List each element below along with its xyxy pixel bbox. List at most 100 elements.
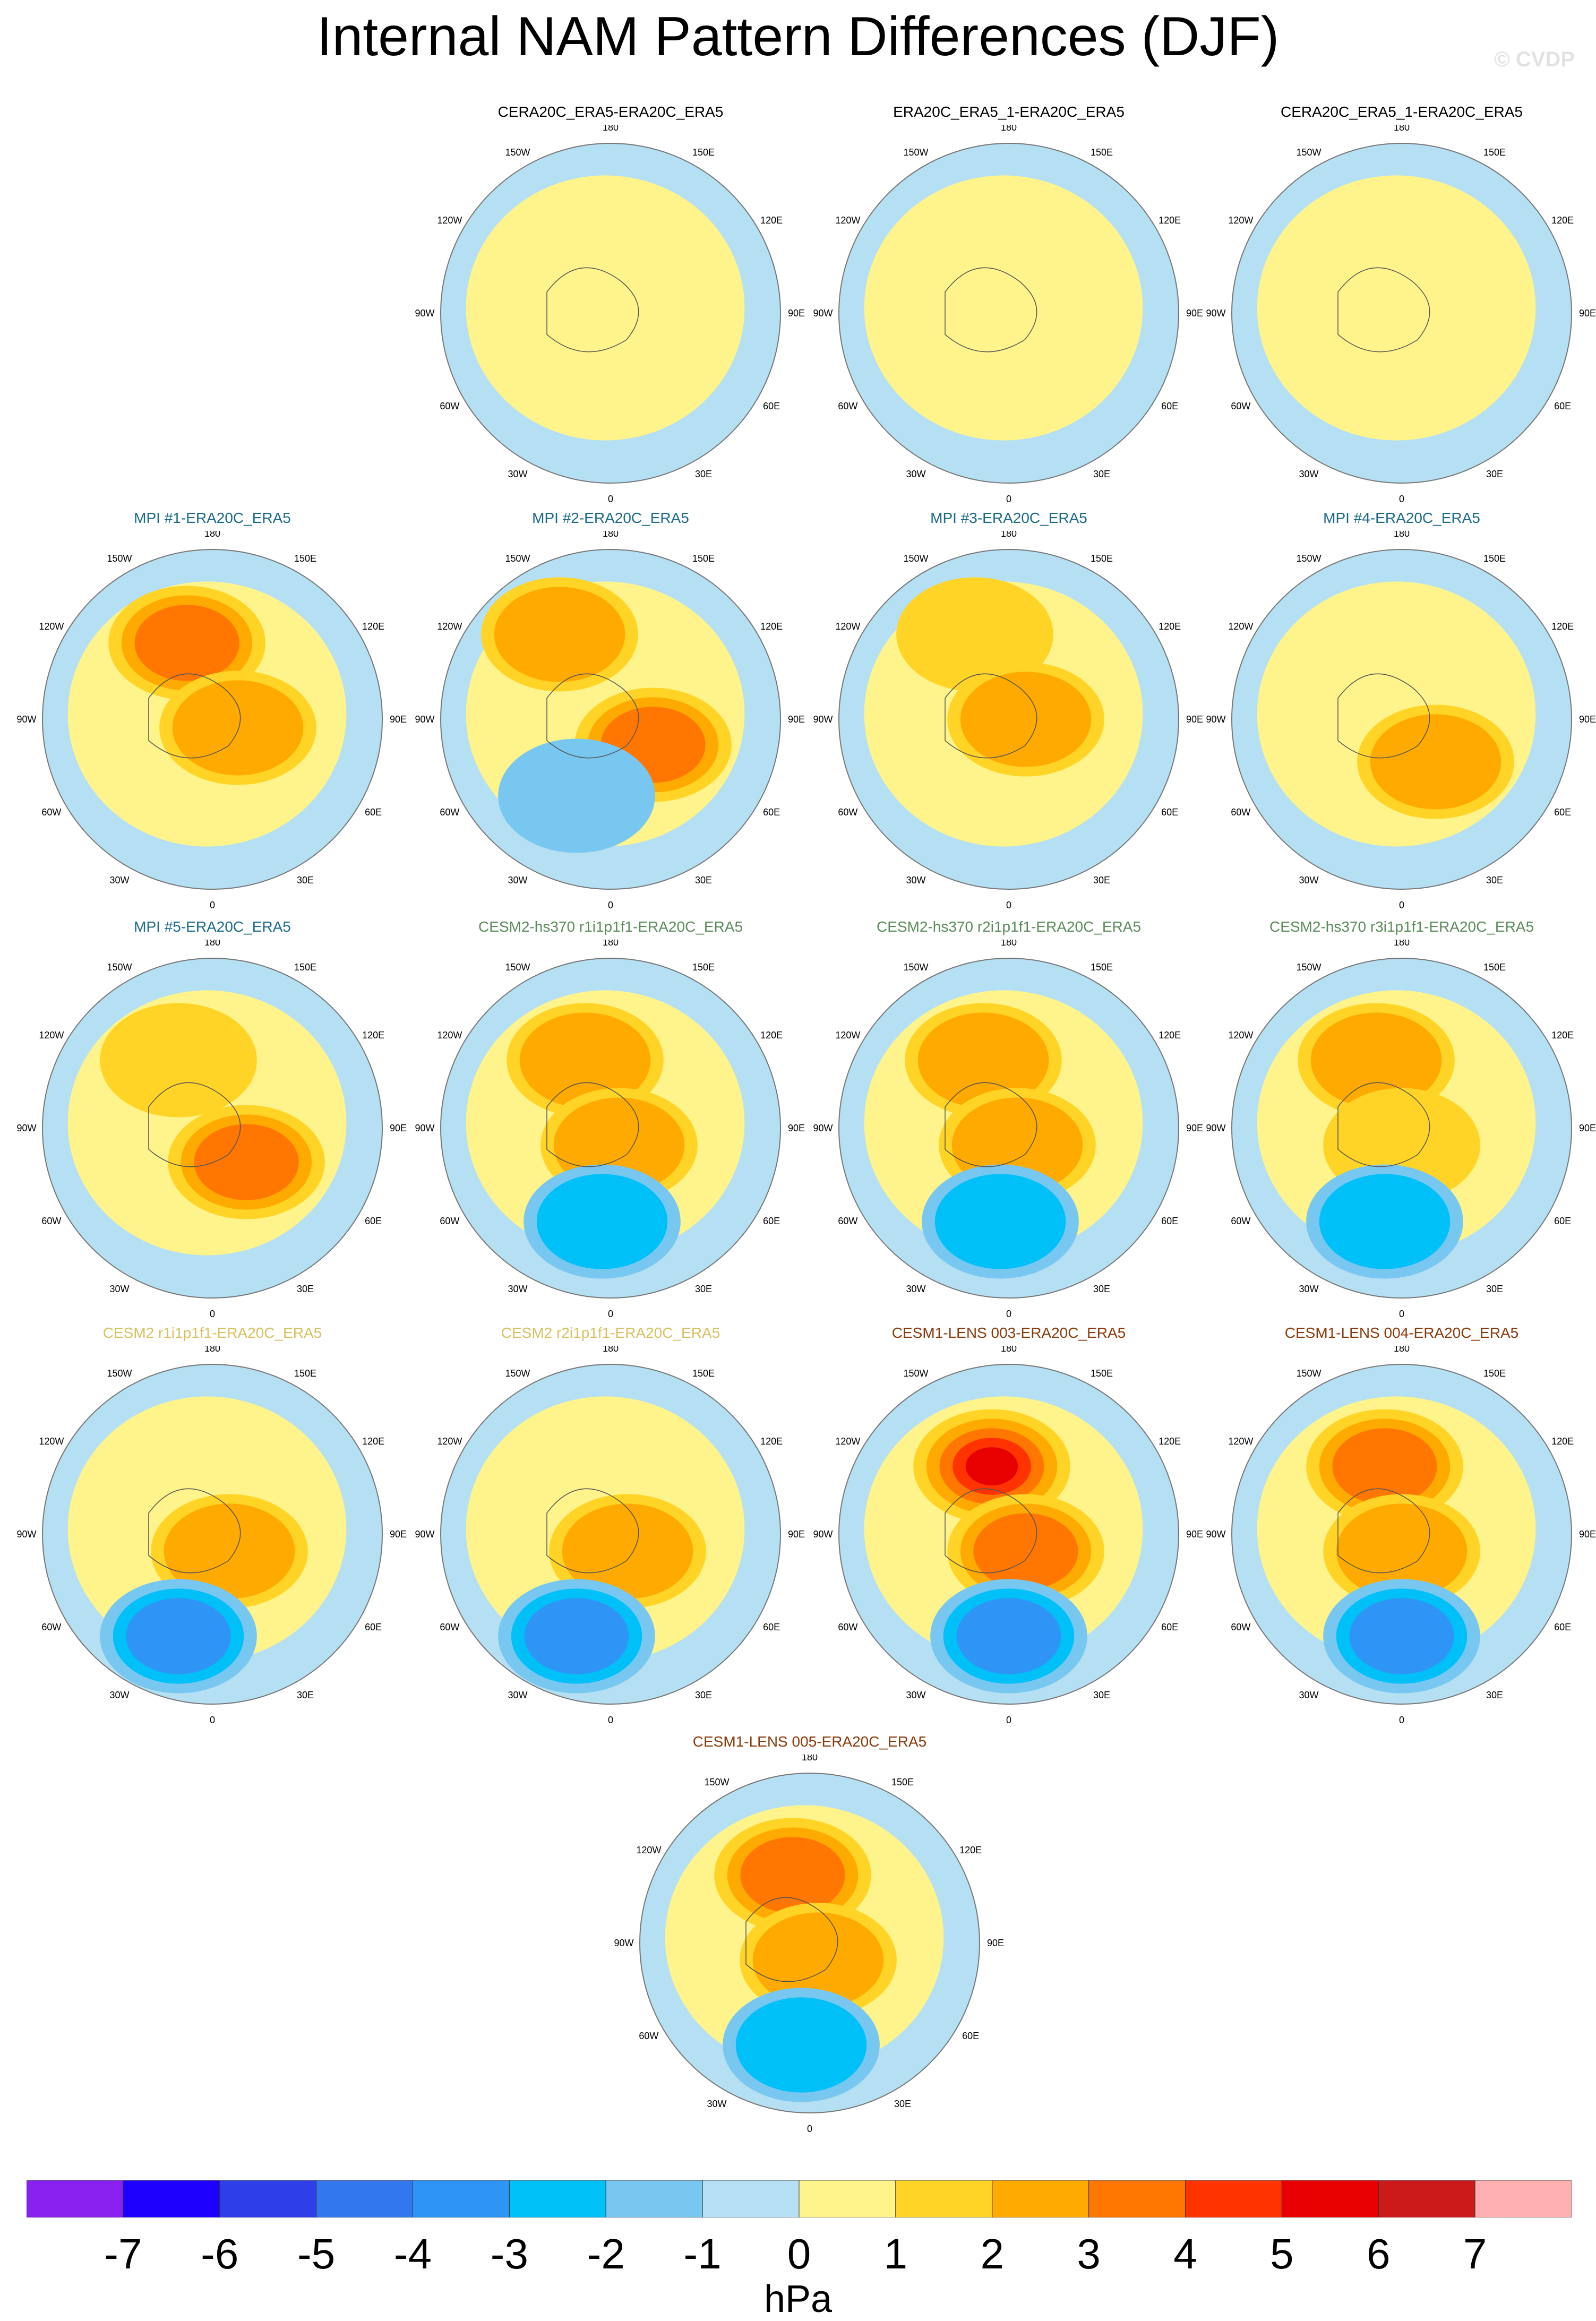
map-panel: CESM1-LENS 004-ERA20C_ERA5 180 150E 120E 90E… <box>1205 1325 1596 1728</box>
longitude-label: 150W <box>903 553 928 564</box>
longitude-label: 150E <box>294 553 316 564</box>
longitude-label: 120E <box>1159 1436 1181 1447</box>
panel-title: CESM2-hs370 r1i1p1f1-ERA20C_ERA5 <box>478 918 743 935</box>
map-panel: CESM2-hs370 r1i1p1f1-ERA20C_ERA5 180 150E 1… <box>414 918 807 1322</box>
longitude-label: 0 <box>1006 1715 1011 1725</box>
longitude-label: 30E <box>1486 1690 1503 1700</box>
map-boundary <box>1231 958 1572 1299</box>
anomaly-contour <box>494 587 625 682</box>
longitude-label: 180 <box>1394 125 1410 133</box>
longitude-label: 120E <box>1551 1436 1574 1447</box>
longitude-label: 60W <box>440 1622 459 1632</box>
longitude-label: 180 <box>802 1755 818 1763</box>
longitude-label: 60W <box>639 2031 658 2041</box>
panel-title: CESM1-LENS 005-ERA20C_ERA5 <box>692 1733 927 1750</box>
longitude-label: 30E <box>1093 875 1110 886</box>
longitude-label: 30E <box>695 1690 712 1700</box>
coastline <box>745 1897 838 1982</box>
longitude-label: 30W <box>109 1284 129 1294</box>
longitude-label: 90W <box>813 1123 833 1133</box>
longitude-label: 30W <box>109 1690 129 1700</box>
colorbar-segment <box>316 2180 413 2217</box>
map-boundary <box>440 143 781 484</box>
longitude-label: 180 <box>1001 531 1017 539</box>
longitude-label: 90W <box>415 1529 434 1540</box>
longitude-label: 120W <box>39 621 64 632</box>
longitude-label: 30W <box>1299 875 1318 886</box>
longitude-label: 150W <box>505 553 530 564</box>
longitude-label: 0 <box>210 1309 215 1319</box>
longitude-label: 30E <box>695 469 712 479</box>
longitude-label: 180 <box>603 125 619 133</box>
longitude-label: 120W <box>39 1030 64 1041</box>
coastline <box>148 1488 241 1574</box>
colorbar-segment <box>413 2180 510 2217</box>
longitude-label: 60W <box>838 1622 857 1632</box>
longitude-label: 120W <box>437 621 462 632</box>
longitude-label: 120E <box>1159 1030 1181 1041</box>
longitude-label: 60W <box>1231 1216 1250 1226</box>
colorbar-segment <box>123 2180 220 2217</box>
longitude-label: 180 <box>1001 940 1017 948</box>
anomaly-contour <box>960 672 1092 767</box>
polar-map: 180 150E 120E 90E 60E 30E 0 30W 60W 90W 120W 150W <box>1206 940 1596 1319</box>
longitude-label: 0 <box>608 900 613 910</box>
colorbar-tick: -3 <box>490 2230 528 2277</box>
colorbar-tick: 3 <box>1077 2230 1101 2277</box>
longitude-label: 90E <box>390 714 407 725</box>
longitude-label: 60E <box>1161 1216 1178 1226</box>
longitude-label: 150E <box>692 962 715 973</box>
longitude-label: 90E <box>390 1123 407 1133</box>
coastline <box>945 1488 1037 1574</box>
polar-map: 180 150E 120E 90E 60E 30E 0 30W 60W 90W 120W 150W <box>415 940 805 1319</box>
anomaly-contour <box>1332 1428 1437 1505</box>
map-boundary <box>1231 1364 1572 1705</box>
coastline <box>546 1488 639 1574</box>
longitude-label: 0 <box>1399 1715 1404 1725</box>
panel-title: MPI #5-ERA20C_ERA5 <box>134 918 291 935</box>
longitude-label: 60W <box>838 1216 857 1226</box>
polar-map: 180 150E 120E 90E 60E 30E 0 30W 60W 90W 120W 150W <box>16 531 407 910</box>
longitude-label: 180 <box>603 940 619 948</box>
longitude-label: 0 <box>608 494 613 504</box>
map-boundary <box>639 1773 980 2113</box>
longitude-label: 120E <box>760 1436 783 1447</box>
longitude-label: 60W <box>41 1216 61 1226</box>
polar-map: 180 150E 120E 90E 60E 30E 0 30W 60W 90W 120W 150W <box>1206 125 1596 504</box>
longitude-label: 90E <box>788 1529 805 1540</box>
longitude-label: 90W <box>16 714 36 725</box>
colorbar-tick: 5 <box>1270 2230 1294 2277</box>
anomaly-contour <box>735 1997 867 2093</box>
longitude-label: 90E <box>1579 1529 1596 1540</box>
map-boundary <box>42 549 383 890</box>
colorbar-segment <box>895 2180 993 2217</box>
longitude-label: 30W <box>109 875 129 886</box>
longitude-label: 60W <box>1231 807 1250 818</box>
longitude-label: 150W <box>107 553 132 564</box>
anomaly-contour <box>1336 1503 1468 1599</box>
longitude-label: 120W <box>636 1845 661 1855</box>
longitude-label: 60W <box>838 401 857 411</box>
anomaly-contour <box>134 605 239 681</box>
longitude-label: 30E <box>894 2099 911 2109</box>
map-boundary <box>42 1364 383 1705</box>
longitude-label: 60E <box>1554 807 1571 818</box>
polar-map: 180 150E 120E 90E 60E 30E 0 30W 60W 90W 120W 150W <box>16 940 407 1319</box>
longitude-label: 150E <box>1483 147 1506 158</box>
longitude-label: 60E <box>763 1216 780 1226</box>
panel-title: CERA20C_ERA5_1-ERA20C_ERA5 <box>1281 104 1523 120</box>
panel-title: MPI #2-ERA20C_ERA5 <box>532 510 689 526</box>
colorbar <box>27 2180 1572 2217</box>
longitude-label: 30W <box>1299 469 1318 479</box>
longitude-label: 120W <box>1228 1436 1253 1447</box>
longitude-label: 120E <box>760 621 783 632</box>
longitude-label: 90E <box>1186 1529 1203 1540</box>
longitude-label: 180 <box>603 1346 619 1354</box>
longitude-label: 120W <box>437 1030 462 1041</box>
polar-map: 180 150E 120E 90E 60E 30E 0 30W 60W 90W 120W 150W <box>614 1755 1004 2134</box>
longitude-label: 60E <box>962 2031 979 2041</box>
longitude-label: 30W <box>906 469 925 479</box>
longitude-label: 0 <box>1006 900 1011 910</box>
map-panel: CESM2-hs370 r3i1p1f1-ERA20C_ERA5 180 150E 1… <box>1205 918 1596 1322</box>
longitude-label: 90W <box>1206 308 1225 319</box>
